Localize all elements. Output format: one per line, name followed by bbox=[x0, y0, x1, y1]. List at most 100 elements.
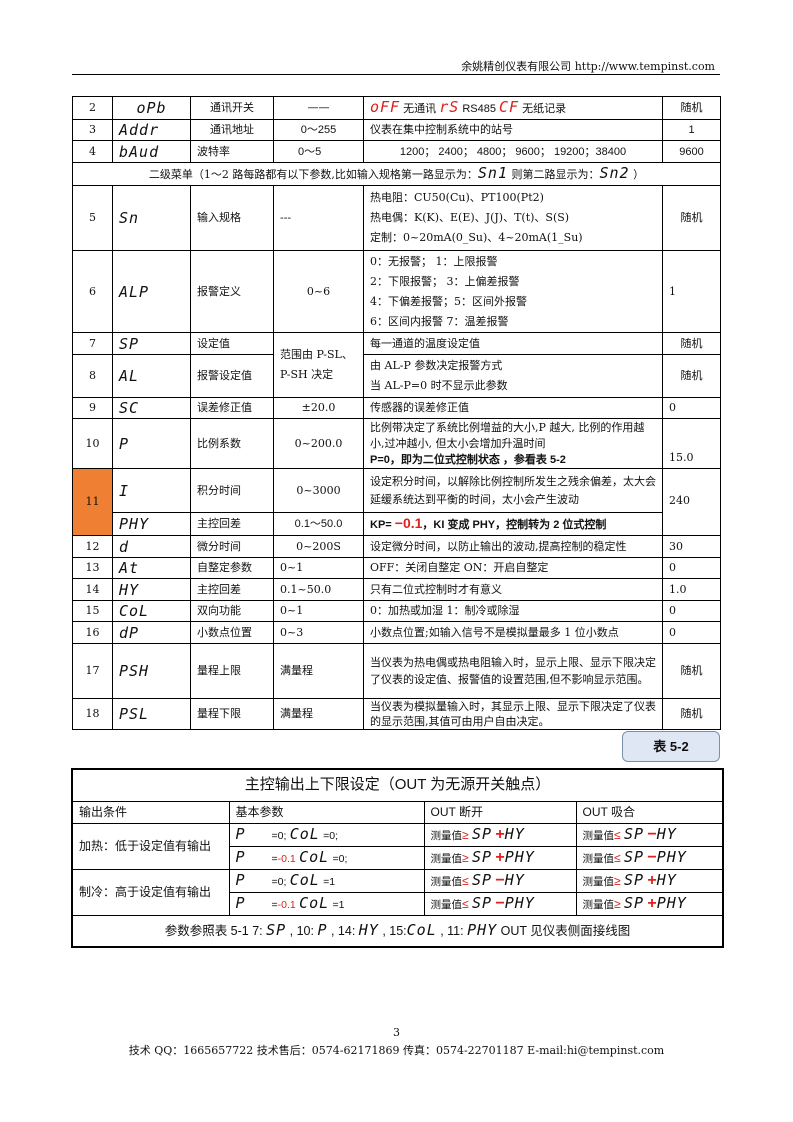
param-range: 0~3000 bbox=[273, 468, 364, 513]
param-desc: OFF：关闭自整定 ON：开启自整定 bbox=[363, 557, 663, 579]
param-range: ±20.0 bbox=[273, 397, 364, 419]
param-code: P bbox=[112, 418, 191, 469]
table-row: 14 HY 主控回差 0.1~50.0 只有二位式控制时才有意义 1.0 bbox=[72, 578, 721, 601]
param-desc: 小数点位置;如输入信号不是模拟量最多 1 位小数点 bbox=[363, 621, 663, 644]
code-col: CoL bbox=[289, 870, 320, 889]
table-row: 5 Sn 输入规格 --- 热电阻：CU50(Cu)、PT100(Pt2) 热电偶：K(K… bbox=[72, 185, 721, 251]
measured-label: 测量值 bbox=[430, 829, 463, 842]
table-row: 15 CoL 双向功能 0~1 0：加热或加湿 1：制冷或除湿 0 bbox=[72, 600, 721, 622]
measured-label: 测量值 bbox=[582, 829, 615, 842]
desc-line: 当 AL-P=0 时不显示此参数 bbox=[370, 379, 508, 392]
out-open: 测量值≤ SP −HY bbox=[423, 868, 577, 893]
param-name: 比例系数 bbox=[190, 418, 274, 469]
param-desc: 热电阻：CU50(Cu)、PT100(Pt2) 热电偶：K(K)、E(E)、J(J… bbox=[363, 185, 663, 251]
header-divider bbox=[72, 74, 720, 75]
param-desc: 比例带决定了系统比例增益的大小,P 越大, 比例的作用越小,过冲越小, 但太小会… bbox=[363, 418, 663, 469]
code-p: P bbox=[235, 847, 246, 866]
row-number: 15 bbox=[72, 600, 113, 622]
table-row: 加热：低于设定值有输出 P =0; CoL =0; 测量值≥ SP +HY 测量值≤ S… bbox=[71, 822, 724, 870]
table-row: 9 SC 误差修正值 ±20.0 传感器的误差修正值 0 bbox=[72, 397, 721, 419]
code-sp: SP bbox=[471, 893, 492, 912]
param-default: 随机 bbox=[662, 96, 721, 120]
table-row: 7 SP 设定值 范围由 P-SL、P-SH 决定 每一通道的温度设定值 随机 bbox=[72, 332, 721, 398]
param-range: 0～5 bbox=[273, 140, 364, 163]
footnote-text: , 15: bbox=[378, 924, 407, 939]
param-range: 0~6 bbox=[273, 250, 364, 333]
desc-text: RS485 bbox=[459, 103, 500, 115]
company-url: http://www.tempinst.com bbox=[574, 60, 715, 73]
operator: + bbox=[647, 871, 657, 889]
desc-line: 热电阻：CU50(Cu)、PT100(Pt2) bbox=[370, 191, 544, 204]
code-rs: rS bbox=[439, 98, 460, 116]
row-number: 14 bbox=[72, 578, 113, 601]
basic-params: P =-0.1 CoL =1 bbox=[228, 891, 425, 916]
footnote-text: 参数参照表 5-1 7: bbox=[164, 924, 267, 939]
param-name: 自整定参数 bbox=[190, 557, 274, 579]
row-number: 11 bbox=[72, 468, 113, 536]
param-name: 双向功能 bbox=[190, 600, 274, 622]
code-sp: SP bbox=[623, 870, 644, 889]
param-name: 量程下限 bbox=[190, 698, 274, 730]
row-number: 8 bbox=[72, 354, 113, 398]
row-number: 13 bbox=[72, 557, 113, 579]
comparison-sign: ≤ bbox=[462, 873, 469, 888]
footnote-text: , 11: bbox=[436, 924, 468, 939]
param-value: =0; bbox=[271, 829, 287, 842]
table-footnote: 参数参照表 5-1 7: SP , 10: P , 14: HY , 15:Co… bbox=[71, 914, 724, 948]
code-sn1: Sn1 bbox=[477, 164, 508, 182]
param-name: 微分时间 bbox=[190, 535, 274, 558]
code-p: P bbox=[317, 921, 328, 940]
param-code: ALP bbox=[112, 250, 191, 333]
param-code: oPb bbox=[112, 96, 191, 120]
table-label: 表 5-2 bbox=[622, 731, 720, 762]
code-hy: HY bbox=[358, 921, 379, 940]
submenu-row: 二级菜单（1～2 路每路都有以下参数,比如输入规格第一路显示为：Sn1 则第二路… bbox=[72, 162, 721, 186]
operator: + bbox=[495, 848, 505, 866]
table-row: 12 d 微分时间 0~200S 设定微分时间，以防止输出的波动,提高控制的稳定性 30 bbox=[72, 535, 721, 558]
param-default: 0 bbox=[662, 600, 721, 622]
param-name: 输入规格 bbox=[190, 185, 274, 251]
table-row: 2 oPb 通讯开关 —— oFF 无通讯 rS RS485 CF 无纸记录 随机 bbox=[72, 96, 721, 120]
desc-line: 2：下限报警； 3：上偏差报警 bbox=[370, 274, 520, 288]
table-row: 制冷：高于设定值有输出 P =0; CoL =1 测量值≤ SP −HY 测量值≥ SP… bbox=[71, 868, 724, 916]
code-hysteresis: PHY bbox=[504, 847, 535, 866]
code-sp: SP bbox=[623, 824, 644, 843]
comparison-sign: ≤ bbox=[614, 850, 621, 865]
param-code: Addr bbox=[112, 119, 191, 141]
code-sp: SP bbox=[471, 824, 492, 843]
param-name: 通讯开关 bbox=[190, 96, 274, 120]
code-sp: SP bbox=[623, 893, 644, 912]
param-desc: 当仪表为热电偶或热电阻输入时，显示上限、显示下限决定了仪表的设定值、报警值的设置… bbox=[363, 643, 663, 699]
out-closed: 测量值≥ SP +PHY bbox=[575, 891, 724, 916]
param-code: Sn bbox=[112, 185, 191, 251]
basic-params: P =0; CoL =0; bbox=[228, 822, 425, 847]
param-desc: 仪表在集中控制系统中的站号 bbox=[363, 119, 663, 141]
table-row: 3 Addr 通讯地址 0～255 仪表在集中控制系统中的站号 1 bbox=[72, 119, 721, 141]
column-header: OUT 断开 bbox=[423, 800, 577, 824]
param-range: 满量程 bbox=[273, 698, 364, 730]
param-value: =1 bbox=[323, 875, 336, 888]
param-range: 0~3 bbox=[273, 621, 364, 644]
column-header: 输出条件 bbox=[71, 800, 230, 824]
param-code: SP bbox=[112, 332, 191, 355]
desc-line: 比例带决定了系统比例增益的大小,P 越大, 比例的作用越小,过冲越小, 但太小会… bbox=[370, 420, 645, 450]
measured-label: 测量值 bbox=[582, 852, 615, 865]
table-row: 4 bAud 波特率 0～5 1200； 2400； 4800； 9600； 19200… bbox=[72, 140, 721, 163]
param-code: I bbox=[112, 468, 191, 513]
param-default: 随机 bbox=[662, 354, 721, 398]
code-sp: SP bbox=[471, 870, 492, 889]
page-number: 3 bbox=[393, 1026, 400, 1039]
param-default: 1 bbox=[662, 119, 721, 141]
param-desc: 每一通道的温度设定值 bbox=[363, 332, 663, 355]
footnote-text: , 14: bbox=[327, 924, 359, 939]
desc-line: 0：无报警； 1：上限报警 bbox=[370, 254, 498, 268]
out-open: 测量值≥ SP +PHY bbox=[423, 845, 577, 870]
code-p: P bbox=[235, 824, 246, 843]
code-col: CoL bbox=[289, 824, 320, 843]
param-name: 设定值 bbox=[190, 332, 274, 355]
param-value-red: -0.1 bbox=[277, 898, 296, 911]
code-hysteresis: PHY bbox=[656, 893, 687, 912]
contact-info: 技术 QQ：1665657722 技术售后：0574-62171869 传真：0… bbox=[128, 1044, 665, 1057]
param-value-red: -0.1 bbox=[277, 852, 296, 865]
desc-red-value: −0.1 bbox=[394, 515, 423, 531]
